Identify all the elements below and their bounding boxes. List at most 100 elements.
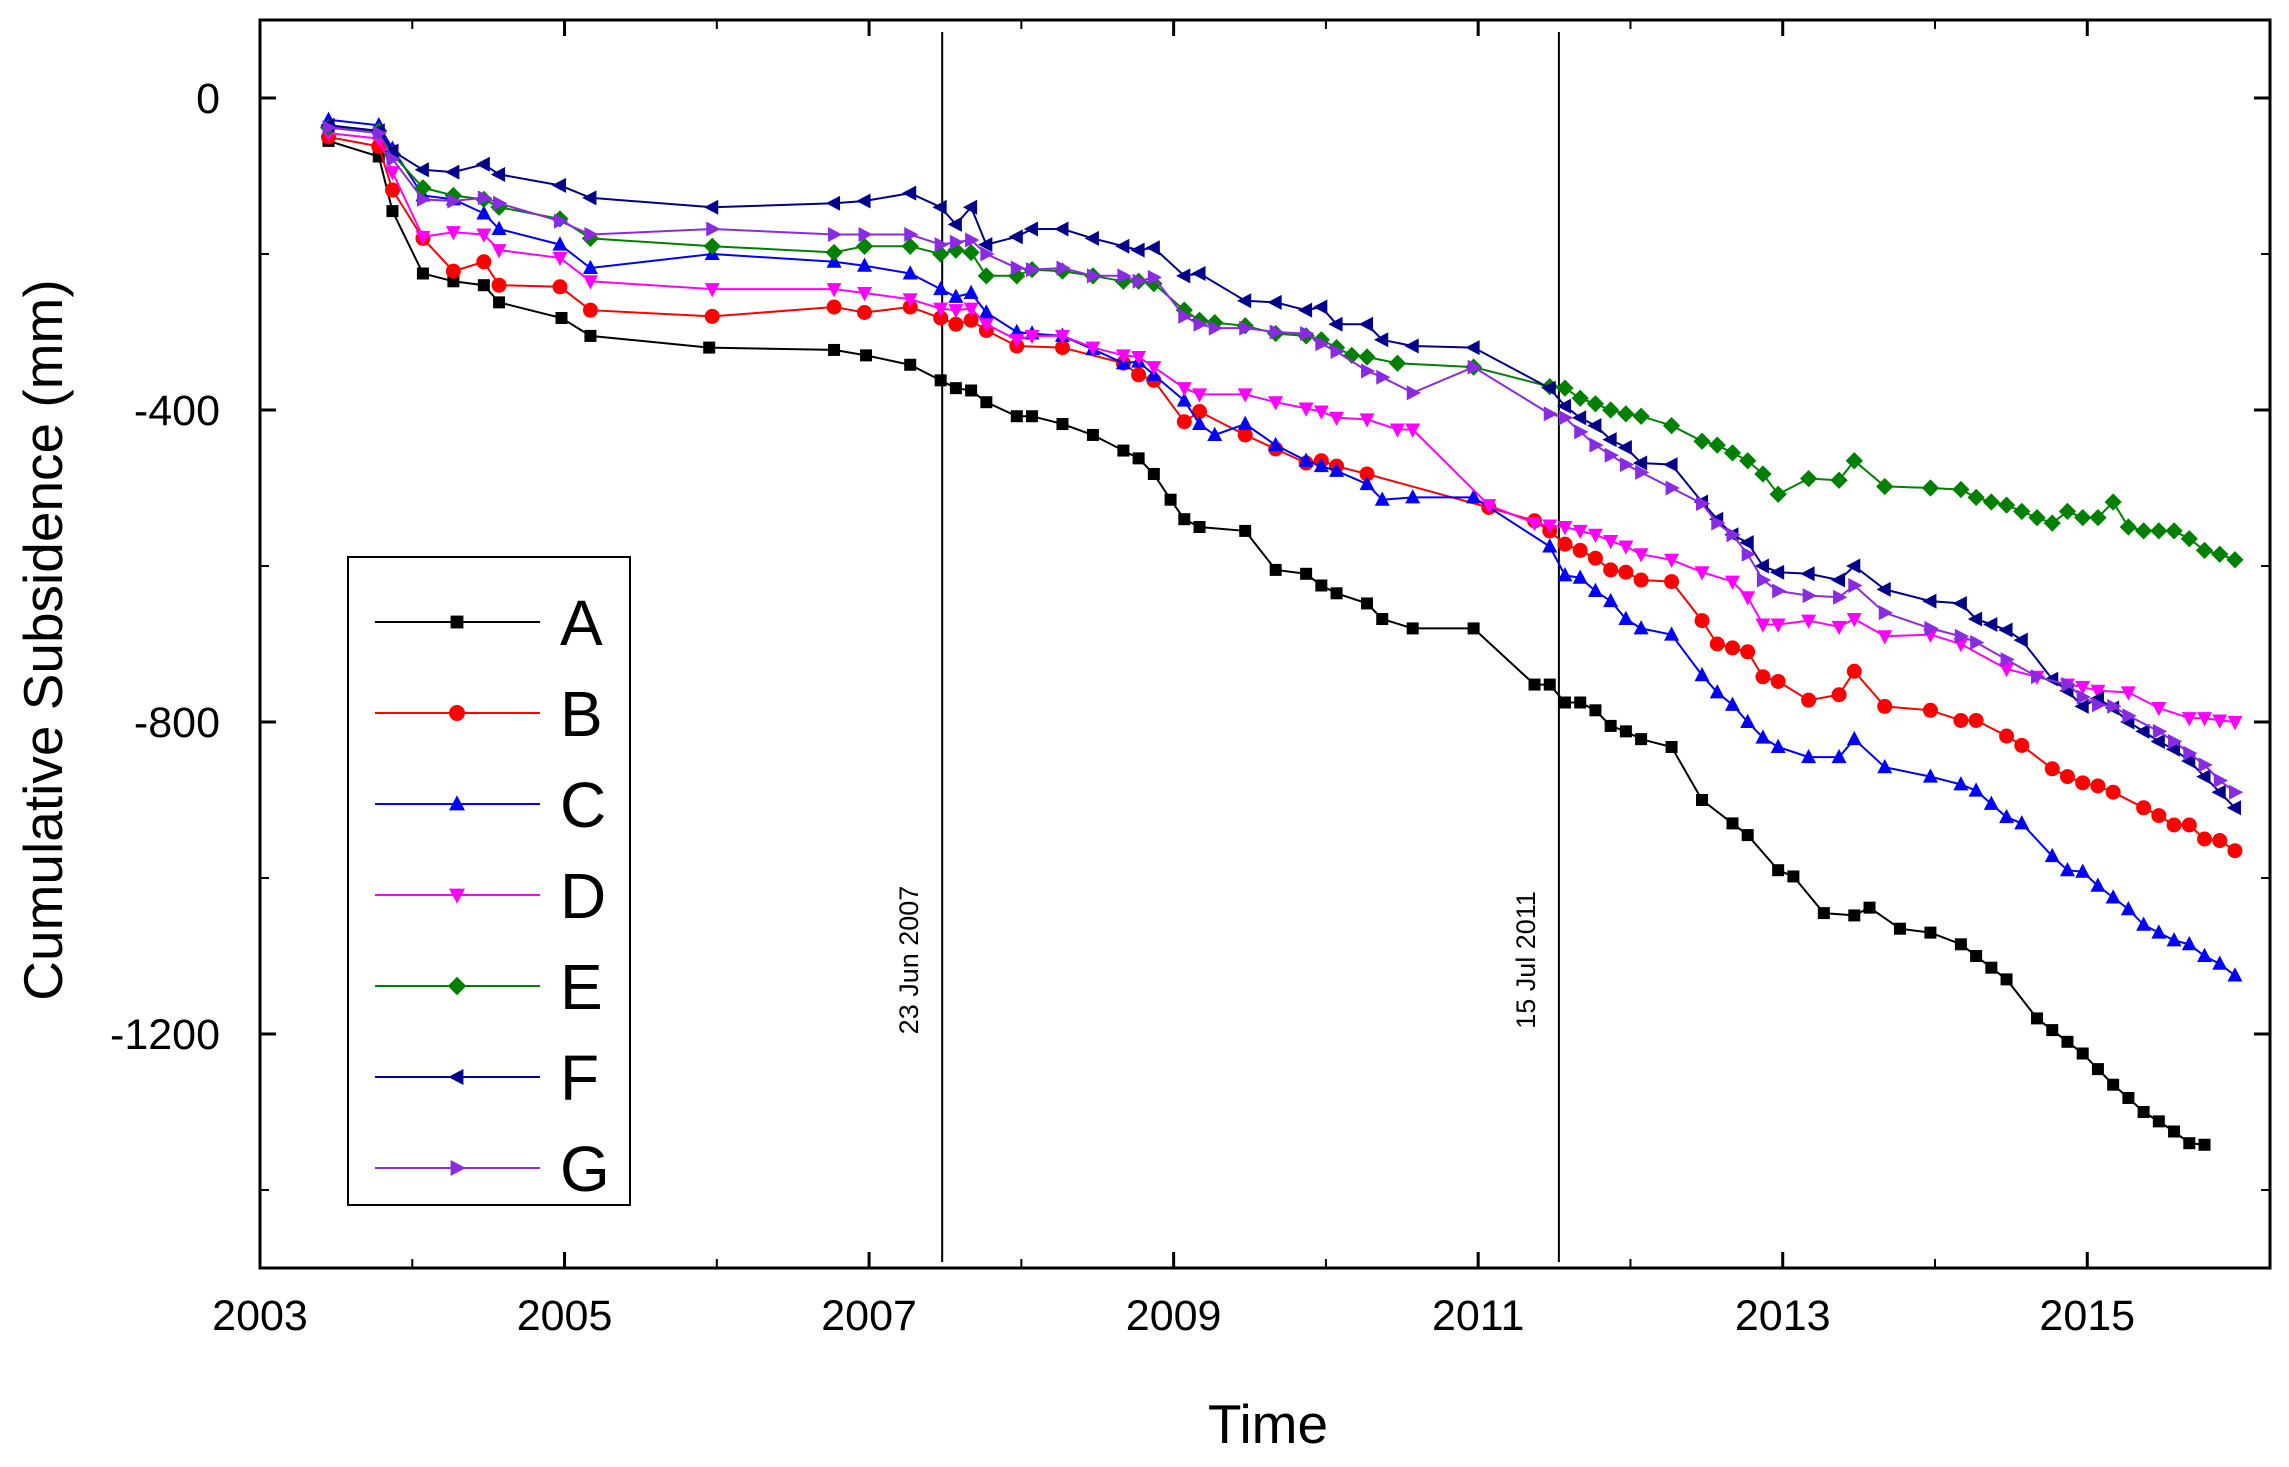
marker-triangle-right — [2031, 669, 2046, 685]
x-axis-title: Time — [1208, 1393, 1328, 1455]
marker-triangle-right — [1696, 496, 1711, 512]
marker-triangle-up — [1298, 452, 1314, 467]
marker-triangle-down — [1192, 388, 1208, 403]
marker-square — [1239, 524, 1252, 537]
marker-triangle-left — [1830, 572, 1846, 588]
marker-diamond — [1952, 480, 1970, 499]
marker-triangle-left — [962, 199, 978, 215]
marker-triangle-up — [2151, 924, 2167, 939]
marker-triangle-left — [1084, 230, 1099, 246]
marker-square — [965, 384, 978, 397]
marker-triangle-up — [1268, 436, 1284, 452]
event-line-label: 23 Jun 2007 — [894, 886, 924, 1035]
legend-label: G — [560, 1133, 610, 1205]
marker-diamond — [1769, 485, 1787, 503]
marker-circle — [449, 705, 465, 721]
marker-triangle-left — [2196, 769, 2211, 785]
marker-triangle-up — [1801, 748, 1817, 764]
marker-diamond — [1799, 470, 1818, 488]
marker-square — [1056, 418, 1069, 431]
marker-square — [1300, 567, 1313, 580]
marker-circle — [1176, 414, 1192, 430]
marker-circle — [1192, 404, 1208, 420]
marker-triangle-right — [1924, 620, 1939, 636]
marker-triangle-up — [1846, 730, 1862, 746]
marker-triangle-down — [1999, 662, 2015, 678]
marker-square — [2122, 1091, 2135, 1104]
marker-circle — [1694, 613, 1710, 629]
marker-triangle-left — [1632, 455, 1648, 471]
marker-square — [2031, 1012, 2044, 1025]
marker-square — [1619, 725, 1632, 738]
marker-triangle-right — [828, 227, 843, 242]
marker-triangle-left — [2135, 723, 2150, 739]
marker-triangle-left — [1739, 535, 1754, 551]
marker-diamond — [1997, 496, 2016, 514]
marker-triangle-left — [1663, 457, 1678, 473]
marker-circle — [2197, 831, 2213, 847]
marker-circle — [1237, 427, 1253, 443]
marker-triangle-left — [582, 190, 597, 206]
legend-box — [347, 556, 631, 1206]
marker-triangle-right — [2213, 773, 2228, 788]
marker-square — [980, 396, 993, 409]
marker-diamond — [1693, 432, 1711, 450]
marker-diamond — [2165, 522, 2183, 540]
marker-triangle-left — [1115, 238, 1130, 254]
marker-triangle-down — [552, 251, 568, 267]
marker-triangle-left — [1541, 380, 1556, 396]
marker-triangle-up — [491, 220, 507, 236]
x-tick-label: 2009 — [1126, 1292, 1222, 1340]
marker-square — [1132, 452, 1145, 465]
marker-triangle-down — [902, 293, 918, 308]
marker-triangle-down — [1237, 388, 1253, 403]
marker-triangle-up — [1633, 620, 1649, 635]
marker-diamond — [2013, 502, 2031, 521]
marker-triangle-left — [1374, 332, 1389, 348]
marker-circle — [1709, 636, 1725, 652]
marker-triangle-up — [1466, 489, 1482, 504]
marker-circle — [445, 263, 461, 279]
marker-square — [934, 374, 947, 387]
marker-square — [1726, 817, 1739, 830]
marker-triangle-down — [1603, 535, 1619, 550]
marker-diamond — [1571, 389, 1589, 407]
marker-triangle-down — [1298, 402, 1314, 417]
marker-triangle-up — [2212, 955, 2228, 970]
marker-triangle-down — [1557, 521, 1573, 536]
marker-triangle-down — [1801, 614, 1817, 629]
marker-triangle-right — [1574, 424, 1589, 440]
marker-circle — [2227, 843, 2243, 859]
marker-square — [1543, 678, 1556, 691]
marker-triangle-down — [826, 283, 842, 298]
marker-diamond — [2150, 522, 2168, 540]
marker-triangle-left — [825, 195, 841, 211]
marker-circle — [1846, 663, 1862, 679]
marker-square — [1665, 740, 1678, 753]
marker-triangle-up — [1359, 475, 1375, 491]
marker-square — [949, 382, 962, 395]
marker-square — [450, 615, 464, 629]
marker-square — [2107, 1078, 2120, 1091]
marker-square — [386, 205, 399, 218]
marker-triangle-down — [704, 283, 720, 298]
marker-square — [1269, 563, 1282, 576]
marker-square — [1178, 513, 1191, 526]
marker-triangle-right — [2228, 784, 2244, 800]
marker-circle — [2059, 769, 2075, 785]
marker-triangle-down — [1587, 528, 1603, 544]
marker-triangle-right — [553, 213, 569, 229]
marker-triangle-down — [1329, 411, 1345, 427]
marker-triangle-left — [1130, 242, 1145, 258]
marker-triangle-left — [1313, 299, 1328, 315]
marker-triangle-right — [1467, 359, 1482, 375]
marker-triangle-down — [1831, 620, 1847, 636]
marker-circle — [1968, 712, 1984, 728]
marker-circle — [1618, 564, 1634, 580]
marker-triangle-left — [1297, 302, 1313, 318]
marker-triangle-right — [1300, 326, 1315, 342]
y-tick-label: -400 — [134, 387, 220, 435]
marker-triangle-left — [1328, 316, 1343, 332]
marker-triangle-left — [551, 177, 566, 193]
marker-circle — [1587, 550, 1603, 566]
